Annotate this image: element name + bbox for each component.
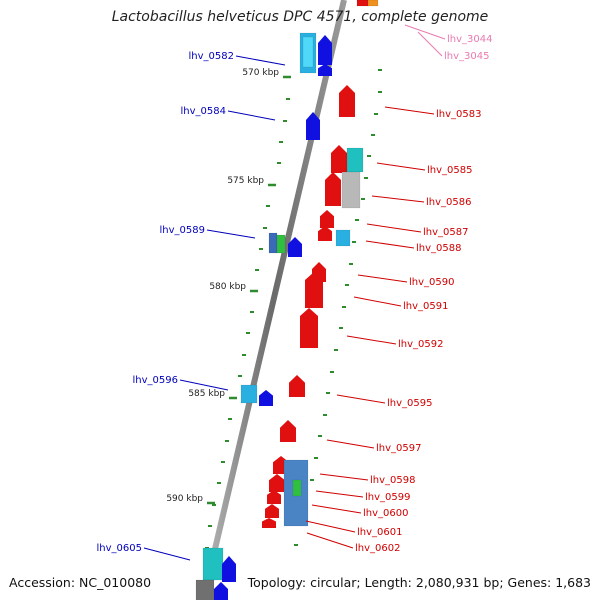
gene-label-right: lhv_0590 [409,277,454,288]
accession-text: Accession: NC_010080 [9,575,152,590]
gene-arrow [318,35,332,65]
gene-leader [206,229,256,239]
gene-leader [227,110,276,121]
genome-backbone [200,0,347,601]
gene-arrow [300,308,318,348]
gene-arrow [280,420,296,442]
gene-arrow [318,226,332,241]
gene-leader [376,162,426,171]
gene-label-right: lhv_0598 [370,475,415,486]
gene-leader [371,195,425,203]
ruler-label: 570 kbp [242,68,279,78]
gene-label-other: lhv_3045 [444,51,489,62]
gene-block [335,229,351,247]
gene-leader [306,532,354,549]
gene-block [302,36,314,68]
gene-label-right: lhv_0585 [427,165,472,176]
gene-label-right: lhv_0591 [403,301,448,312]
gene-leader [179,379,229,391]
gene-label-left: lhv_0605 [97,543,142,554]
gene-leader [346,335,397,345]
gene-block [292,479,302,497]
gene-arrow [289,375,305,397]
gene-arrow [305,272,323,308]
gene-label-other: lhv_3044 [447,34,492,45]
gene-block [356,0,370,7]
gene-block [195,579,215,603]
gene-arrow [259,390,273,406]
gene-arrow [331,145,347,173]
gene-leader [353,296,402,307]
gene-label-right: lhv_0599 [365,492,410,503]
gene-block [346,147,364,173]
gene-block [268,232,278,254]
gene-label-left: lhv_0596 [133,375,178,386]
gene-leader [417,31,443,57]
ruler-label: 585 kbp [188,389,225,399]
gene-leader [319,473,369,481]
gene-leader [143,547,191,561]
gene-label-right: lhv_0602 [355,543,400,554]
gene-label-left: lhv_0582 [189,51,234,62]
gene-arrow [320,210,334,228]
gene-block [240,384,258,404]
gene-label-right: lhv_0592 [398,339,443,350]
gene-label-right: lhv_0597 [376,443,421,454]
gene-label-left: lhv_0589 [160,225,205,236]
gene-leader [357,274,408,283]
gene-block [202,547,224,581]
gene-arrow [339,85,355,117]
gene-arrow [222,556,236,582]
gene-leader [365,240,415,249]
gene-label-right: lhv_0595 [387,398,432,409]
gene-leader [384,106,435,115]
gene-arrow [288,237,302,257]
gene-leader [366,223,422,233]
gene-arrow [262,518,276,528]
gene-leader [326,439,375,449]
gene-label-right: lhv_0588 [416,243,461,254]
gene-leader [235,55,286,66]
gene-label-right: lhv_0600 [363,508,408,519]
gene-label-left: lhv_0584 [181,106,226,117]
gene-leader [305,520,356,533]
gene-arrow [325,172,341,206]
gene-arrow [306,112,320,140]
ruler-label: 575 kbp [227,176,264,186]
gene-leader [404,24,446,40]
gene-arrow [267,490,281,504]
gene-leader [315,490,364,498]
map-title: Lactobacillus helveticus DPC 4571, compl… [111,9,489,25]
gene-label-right: lhv_0601 [357,527,402,538]
gene-arrow [318,64,332,76]
gene-label-right: lhv_0583 [436,109,481,120]
gene-arrow [265,504,279,518]
gene-leader [311,504,362,514]
gene-arrow [269,474,285,492]
ruler-label: 590 kbp [166,494,203,504]
gene-leader [336,394,386,404]
ruler-label: 580 kbp [209,282,246,292]
gene-block [367,0,379,7]
gene-label-right: lhv_0587 [423,227,468,238]
genome-summary-text: Topology: circular; Length: 2,080,931 bp… [247,575,591,590]
gene-arrow [214,582,228,602]
gene-block [276,234,286,254]
gene-block [341,171,361,209]
gene-label-right: lhv_0586 [426,197,471,208]
